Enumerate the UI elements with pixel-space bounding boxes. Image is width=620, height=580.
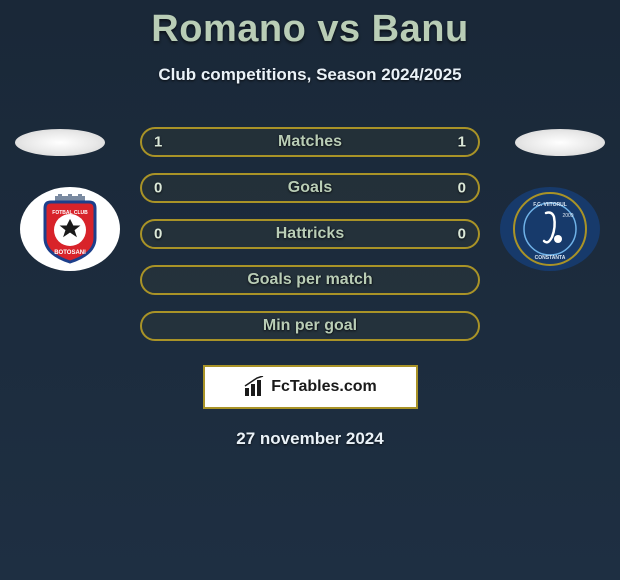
svg-text:CONSTANTA: CONSTANTA <box>535 255 566 261</box>
date-text: 27 november 2024 <box>236 429 383 449</box>
svg-text:FOTBAL CLUB: FOTBAL CLUB <box>52 210 88 216</box>
club-left-badge: FOTBAL CLUB BOTOSANI <box>20 187 120 271</box>
player-right-avatar <box>515 129 605 156</box>
stat-label: Goals per match <box>247 271 372 289</box>
stat-right-value: 0 <box>458 226 466 243</box>
stat-left-value: 1 <box>154 134 162 151</box>
stat-row-hattricks: 0 Hattricks 0 <box>140 219 480 249</box>
brand-text: FcTables.com <box>271 378 377 396</box>
club-right-badge: F.C. VIITORUL CONSTANTA 2009 <box>500 187 600 271</box>
bar-chart-icon <box>243 376 265 398</box>
comparison-area: FOTBAL CLUB BOTOSANI F.C. VIITORUL CONST… <box>0 127 620 341</box>
stat-label: Hattricks <box>276 225 344 243</box>
stat-right-value: 0 <box>458 180 466 197</box>
page-title: Romano vs Banu <box>151 8 468 51</box>
subtitle: Club competitions, Season 2024/2025 <box>158 65 461 85</box>
stat-label: Goals <box>288 179 332 197</box>
stat-row-matches: 1 Matches 1 <box>140 127 480 157</box>
stat-right-value: 1 <box>458 134 466 151</box>
svg-text:F.C. VIITORUL: F.C. VIITORUL <box>533 202 567 208</box>
svg-text:BOTOSANI: BOTOSANI <box>54 250 86 256</box>
stat-row-goals-per-match: Goals per match <box>140 265 480 295</box>
stats-column: 1 Matches 1 0 Goals 0 0 Hattricks 0 Goal… <box>140 127 480 341</box>
stat-left-value: 0 <box>154 180 162 197</box>
stat-row-goals: 0 Goals 0 <box>140 173 480 203</box>
stat-row-min-per-goal: Min per goal <box>140 311 480 341</box>
svg-text:2009: 2009 <box>562 213 573 219</box>
stat-label: Matches <box>278 133 342 151</box>
club-right-logo-icon: F.C. VIITORUL CONSTANTA 2009 <box>512 191 588 267</box>
stat-left-value: 0 <box>154 226 162 243</box>
brand-box[interactable]: FcTables.com <box>203 365 418 409</box>
player-left-avatar <box>15 129 105 156</box>
stat-label: Min per goal <box>263 317 357 335</box>
club-left-logo-icon: FOTBAL CLUB BOTOSANI <box>35 194 105 264</box>
